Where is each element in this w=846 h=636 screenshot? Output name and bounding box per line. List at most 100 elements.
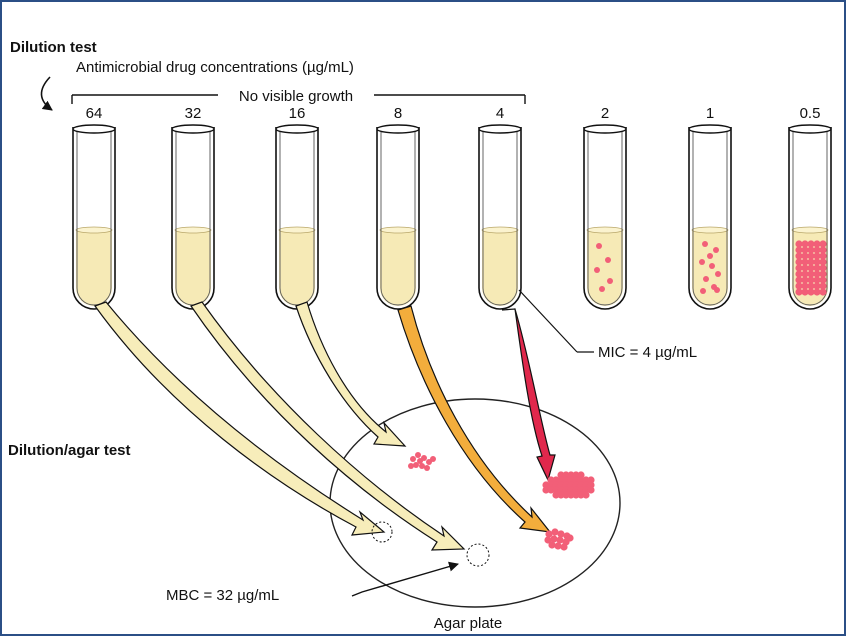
tube-colony bbox=[699, 259, 705, 265]
tube-colony bbox=[807, 288, 815, 296]
tube-colony bbox=[807, 252, 815, 260]
tube-colony bbox=[813, 270, 821, 278]
tube-colony bbox=[807, 270, 815, 278]
tube-label: 2 bbox=[601, 105, 609, 122]
no-growth-bracket bbox=[71, 94, 526, 104]
plate-colony bbox=[547, 481, 555, 489]
plate-colony bbox=[567, 491, 575, 499]
plate-colony bbox=[415, 452, 421, 458]
tube-colony bbox=[795, 270, 803, 278]
plate-colony bbox=[582, 486, 590, 494]
arrow-from-64 bbox=[94, 301, 386, 536]
plate-colony bbox=[547, 476, 555, 484]
broth-surface bbox=[691, 226, 729, 234]
plate-colony bbox=[562, 486, 570, 494]
plate-colony bbox=[577, 491, 585, 499]
tube-label: 16 bbox=[289, 105, 306, 122]
plate-colony bbox=[572, 481, 580, 489]
plate-colony bbox=[551, 528, 559, 536]
arrow-from-16 bbox=[295, 301, 407, 447]
arrow-from-8 bbox=[397, 305, 552, 533]
tube-colony bbox=[801, 246, 809, 254]
dilution-agar-test-title: Dilution/agar test bbox=[8, 442, 131, 459]
plate-colony bbox=[424, 465, 430, 471]
tube-colony bbox=[801, 288, 809, 296]
mbc-leader-arrow bbox=[351, 561, 459, 597]
tube-colony bbox=[795, 240, 803, 248]
tube-colony bbox=[605, 257, 611, 263]
tube-colony bbox=[807, 282, 815, 290]
tube-label: 0.5 bbox=[800, 105, 821, 122]
plate-colony bbox=[544, 536, 552, 544]
broth bbox=[175, 230, 211, 306]
tube-colony bbox=[813, 288, 821, 296]
tube-colony bbox=[795, 264, 803, 272]
no-visible-growth-label: No visible growth bbox=[239, 88, 353, 105]
tube-rim bbox=[171, 124, 215, 134]
plate-colony bbox=[552, 491, 560, 499]
plate-colony bbox=[566, 534, 574, 542]
dilution-test-title: Dilution test bbox=[10, 39, 97, 56]
tube-colony bbox=[795, 288, 803, 296]
tube-label: 8 bbox=[394, 105, 402, 122]
arrow-from-32 bbox=[190, 301, 466, 551]
tube-colony bbox=[599, 286, 605, 292]
tube-colony bbox=[819, 288, 827, 296]
broth-surface bbox=[174, 226, 212, 234]
tube-colony bbox=[801, 282, 809, 290]
tube-glass-outer bbox=[478, 127, 522, 310]
tube-rim bbox=[376, 124, 420, 134]
plate-colony bbox=[587, 486, 595, 494]
tube-rim bbox=[788, 124, 832, 134]
tube-colony bbox=[813, 258, 821, 266]
tube-glass-outer bbox=[376, 127, 420, 310]
tube-16: 16 bbox=[275, 105, 319, 310]
plate-colony bbox=[562, 476, 570, 484]
agar-plate-label: Agar plate bbox=[434, 615, 502, 632]
plate-colony bbox=[542, 481, 550, 489]
plate-colony bbox=[542, 486, 550, 494]
broth-surface bbox=[278, 226, 316, 234]
tube-colony bbox=[819, 270, 827, 278]
plate-colony bbox=[413, 462, 419, 468]
plate-colony bbox=[567, 471, 575, 479]
broth-surface bbox=[75, 226, 113, 234]
tube-colony bbox=[594, 267, 600, 273]
broth-surface bbox=[481, 226, 519, 234]
tube-colony bbox=[702, 241, 708, 247]
colony-spot-4 bbox=[542, 471, 595, 499]
broth bbox=[76, 230, 112, 306]
tube-colony bbox=[801, 252, 809, 260]
plate-colony bbox=[410, 456, 416, 462]
plate-colony bbox=[552, 486, 560, 494]
tube-colony bbox=[813, 282, 821, 290]
tube-label: 1 bbox=[706, 105, 714, 122]
tube-glass-outer bbox=[583, 127, 627, 310]
tube-colony bbox=[607, 278, 613, 284]
tube-rim bbox=[583, 124, 627, 134]
curved-pointer-arrow bbox=[40, 76, 53, 111]
plate-colony bbox=[577, 476, 585, 484]
tube-colony bbox=[813, 240, 821, 248]
tube-rim bbox=[275, 124, 319, 134]
plate-colony bbox=[567, 486, 575, 494]
tube-label: 64 bbox=[86, 105, 103, 122]
plate-colony bbox=[552, 481, 560, 489]
plate-colony bbox=[557, 476, 565, 484]
tube-colony bbox=[813, 264, 821, 272]
tube-1: 1 bbox=[688, 105, 732, 310]
tube-glass-inner bbox=[587, 131, 623, 306]
tube-glass-inner bbox=[380, 131, 416, 306]
tube-0.5: 0.5 bbox=[788, 105, 832, 310]
tube-glass-outer bbox=[72, 127, 116, 310]
plate-colony bbox=[547, 486, 555, 494]
tube-colony bbox=[801, 258, 809, 266]
tube-colony bbox=[703, 276, 709, 282]
mic-label: MIC = 4 µg/mL bbox=[598, 344, 697, 361]
tube-colony bbox=[596, 243, 602, 249]
tube-rim bbox=[688, 124, 732, 134]
plate-colony bbox=[417, 458, 423, 464]
tube-colony bbox=[807, 240, 815, 248]
